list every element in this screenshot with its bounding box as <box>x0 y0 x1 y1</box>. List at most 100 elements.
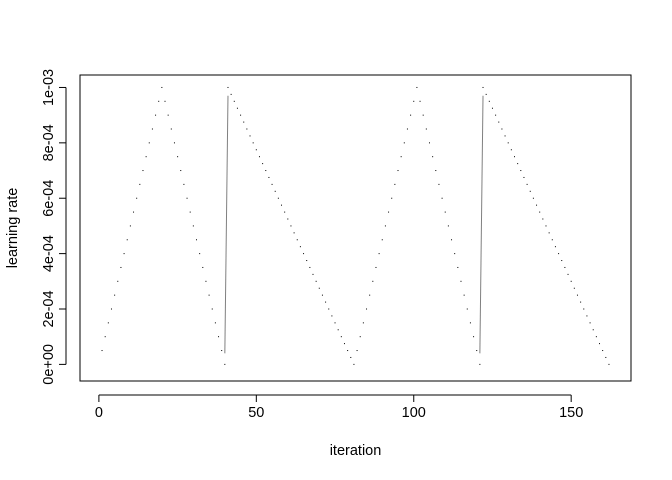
data-point <box>463 294 465 296</box>
data-point <box>599 343 601 345</box>
y-tick-label: 0e+00 <box>41 344 57 385</box>
data-point <box>186 197 188 199</box>
data-point <box>391 197 393 199</box>
data-point <box>173 142 175 144</box>
data-point <box>406 128 408 130</box>
data-point <box>457 266 459 268</box>
data-point <box>101 350 103 352</box>
data-point <box>397 170 399 172</box>
data-point <box>120 266 122 268</box>
data-point <box>114 294 116 296</box>
data-point <box>362 322 364 324</box>
y-tick-label: 8e-04 <box>41 124 57 161</box>
data-point <box>227 86 229 88</box>
data-point <box>353 363 355 365</box>
data-point <box>542 218 544 220</box>
data-point <box>334 322 336 324</box>
data-point <box>372 280 374 282</box>
data-point <box>230 93 232 95</box>
data-point <box>501 128 503 130</box>
jump-line <box>479 95 484 354</box>
data-point <box>378 253 380 255</box>
data-point <box>536 204 538 206</box>
data-point <box>293 232 295 234</box>
data-point <box>258 156 260 158</box>
data-point <box>517 163 519 165</box>
data-point <box>576 294 578 296</box>
x-tick-label: 100 <box>402 405 426 421</box>
data-point <box>520 170 522 172</box>
data-point <box>233 100 235 102</box>
data-point <box>224 363 226 365</box>
data-point <box>504 135 506 137</box>
data-point <box>356 350 358 352</box>
data-point <box>290 225 292 227</box>
data-point <box>473 336 475 338</box>
data-point <box>491 107 493 109</box>
data-point <box>183 183 185 185</box>
data-point <box>466 308 468 310</box>
data-point <box>507 142 509 144</box>
data-point <box>309 266 311 268</box>
data-point <box>133 211 135 213</box>
data-point <box>199 253 201 255</box>
data-point <box>369 294 371 296</box>
data-point <box>246 128 248 130</box>
data-point <box>107 322 109 324</box>
data-point <box>180 170 182 172</box>
data-point <box>196 239 197 241</box>
data-point <box>432 156 434 158</box>
data-point <box>117 280 119 282</box>
y-tick-label: 4e-04 <box>41 235 57 272</box>
data-point <box>139 183 141 185</box>
data-point <box>265 170 267 172</box>
data-point <box>381 239 383 241</box>
data-point <box>567 273 569 275</box>
data-point <box>192 225 194 227</box>
data-point <box>350 356 352 358</box>
data-point <box>514 156 515 158</box>
data-point <box>170 128 172 130</box>
data-point <box>262 163 264 165</box>
data-point <box>271 183 273 185</box>
data-point <box>539 211 541 213</box>
data-point <box>249 135 251 137</box>
data-point <box>343 343 345 345</box>
data-point <box>488 100 490 102</box>
x-tick-label: 0 <box>95 405 103 421</box>
data-point <box>347 350 349 352</box>
data-point <box>438 183 440 185</box>
x-tick-label: 150 <box>559 405 583 421</box>
data-point <box>554 246 556 248</box>
plot-box <box>79 74 632 382</box>
data-point <box>523 176 525 178</box>
data-point <box>284 211 286 213</box>
data-point <box>403 142 405 144</box>
data-point <box>580 301 582 303</box>
data-point <box>570 280 572 282</box>
data-point <box>359 336 361 338</box>
data-point <box>236 107 238 109</box>
data-point <box>337 329 339 331</box>
data-point <box>479 363 481 365</box>
x-axis: 0 50 100 150 <box>95 394 583 421</box>
y-tick-label: 6e-04 <box>41 180 57 217</box>
data-point <box>447 225 449 227</box>
data-point <box>416 86 418 88</box>
data-point <box>526 183 528 185</box>
data-point <box>428 142 430 144</box>
data-point <box>419 100 421 102</box>
data-point <box>545 225 547 227</box>
y-axis-label: learning rate <box>5 188 21 269</box>
data-point <box>306 260 308 262</box>
data-point <box>592 329 594 331</box>
data-point <box>422 114 424 116</box>
data-point <box>476 350 478 352</box>
data-point <box>243 121 245 123</box>
data-point <box>277 197 279 199</box>
data-point <box>211 308 213 310</box>
data-point <box>394 183 396 185</box>
data-point <box>158 100 160 102</box>
data-point <box>561 260 563 262</box>
